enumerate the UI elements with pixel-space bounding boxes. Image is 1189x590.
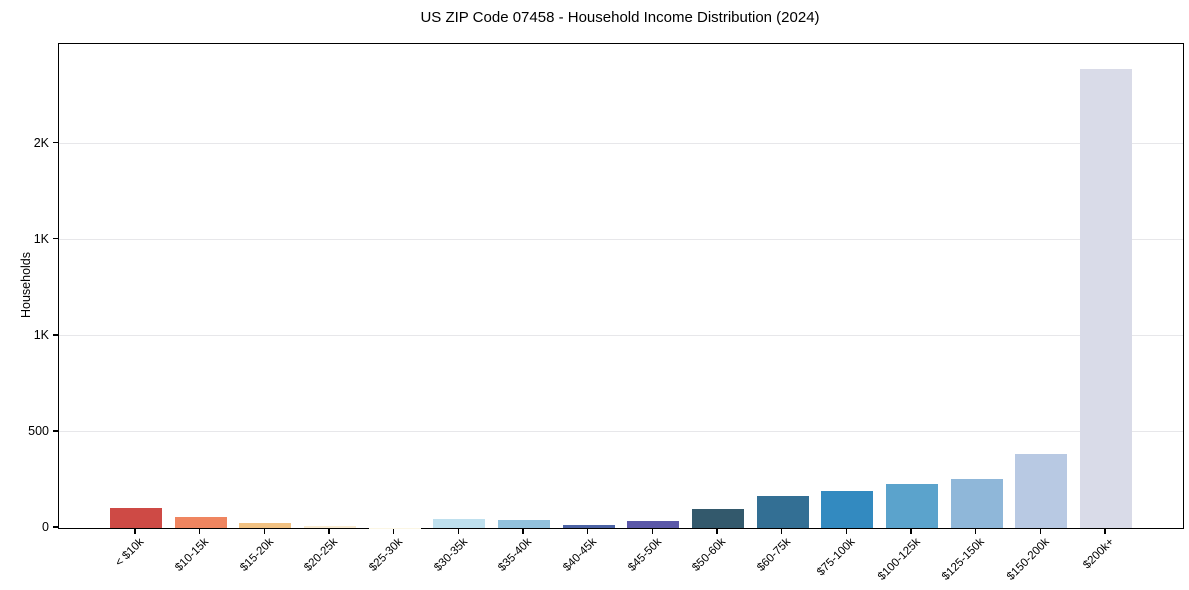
y-tick-mark — [53, 334, 58, 336]
bar-50-60k — [692, 508, 744, 528]
x-tick-label: $30-35k — [431, 536, 470, 574]
bar-10-15k — [174, 517, 227, 528]
x-tick-label: $10-15k — [173, 536, 212, 574]
gridline — [59, 335, 1183, 337]
bar-15-20k — [239, 523, 292, 528]
y-tick-label: 2K — [33, 135, 49, 150]
y-tick-label: 1K — [33, 327, 49, 342]
y-tick-mark — [53, 430, 58, 432]
x-tick-mark — [845, 528, 847, 534]
x-tick-mark — [199, 528, 201, 534]
bar-20-25k — [304, 525, 356, 528]
x-tick-label: $35-40k — [496, 536, 535, 574]
bar-40-45k — [562, 525, 615, 528]
x-tick-mark — [457, 528, 459, 534]
x-tick-mark — [587, 528, 589, 534]
bar-150-200k — [1015, 453, 1068, 528]
bar-35-40k — [498, 519, 550, 528]
bar-200k — [1080, 69, 1132, 528]
x-tick-label: < $10k — [113, 536, 147, 570]
gridline — [59, 239, 1183, 241]
x-tick-mark — [522, 528, 524, 534]
x-tick-label: $150-200k — [1004, 536, 1052, 583]
x-tick-mark — [781, 528, 783, 534]
x-tick-label: $45-50k — [625, 536, 664, 574]
bar-45-50k — [627, 520, 680, 528]
x-tick-label: $200k+ — [1081, 536, 1117, 572]
plot-area — [58, 43, 1184, 529]
x-tick-mark — [263, 528, 265, 534]
x-tick-mark — [716, 528, 718, 534]
y-tick-label: 500 — [28, 423, 49, 438]
x-tick-label: $60-75k — [755, 536, 794, 574]
y-tick-mark — [53, 142, 58, 144]
gridline — [59, 431, 1183, 433]
x-tick-label: $15-20k — [237, 536, 276, 574]
y-tick-mark — [53, 238, 58, 240]
x-tick-mark — [393, 528, 395, 534]
y-axis-label: Households — [19, 252, 33, 319]
x-tick-mark — [1039, 528, 1041, 534]
x-tick-label: $25-30k — [367, 536, 406, 574]
x-tick-mark — [1104, 528, 1106, 534]
x-tick-label: $40-45k — [561, 536, 600, 574]
x-tick-label: $20-25k — [302, 536, 341, 574]
x-tick-mark — [134, 528, 136, 534]
bar-125-150k — [950, 479, 1003, 528]
x-tick-mark — [910, 528, 912, 534]
y-tick-label: 1K — [33, 231, 49, 246]
x-tick-mark — [328, 528, 330, 534]
y-tick-label: 0 — [42, 520, 49, 534]
x-tick-mark — [975, 528, 977, 534]
y-tick-mark — [53, 526, 58, 528]
bar-60-75k — [756, 495, 809, 528]
bar-30-35k — [433, 518, 486, 528]
x-tick-label: $75-100k — [815, 536, 858, 579]
gridline — [59, 143, 1183, 145]
x-tick-label: $125-150k — [940, 536, 988, 583]
bar-10k — [110, 507, 162, 528]
bar-100-125k — [886, 483, 938, 528]
bar-75-100k — [821, 491, 874, 528]
x-tick-label: $50-60k — [690, 536, 729, 574]
x-tick-label: $100-125k — [875, 536, 923, 583]
chart-title: US ZIP Code 07458 - Household Income Dis… — [420, 9, 820, 26]
x-tick-mark — [651, 528, 653, 534]
